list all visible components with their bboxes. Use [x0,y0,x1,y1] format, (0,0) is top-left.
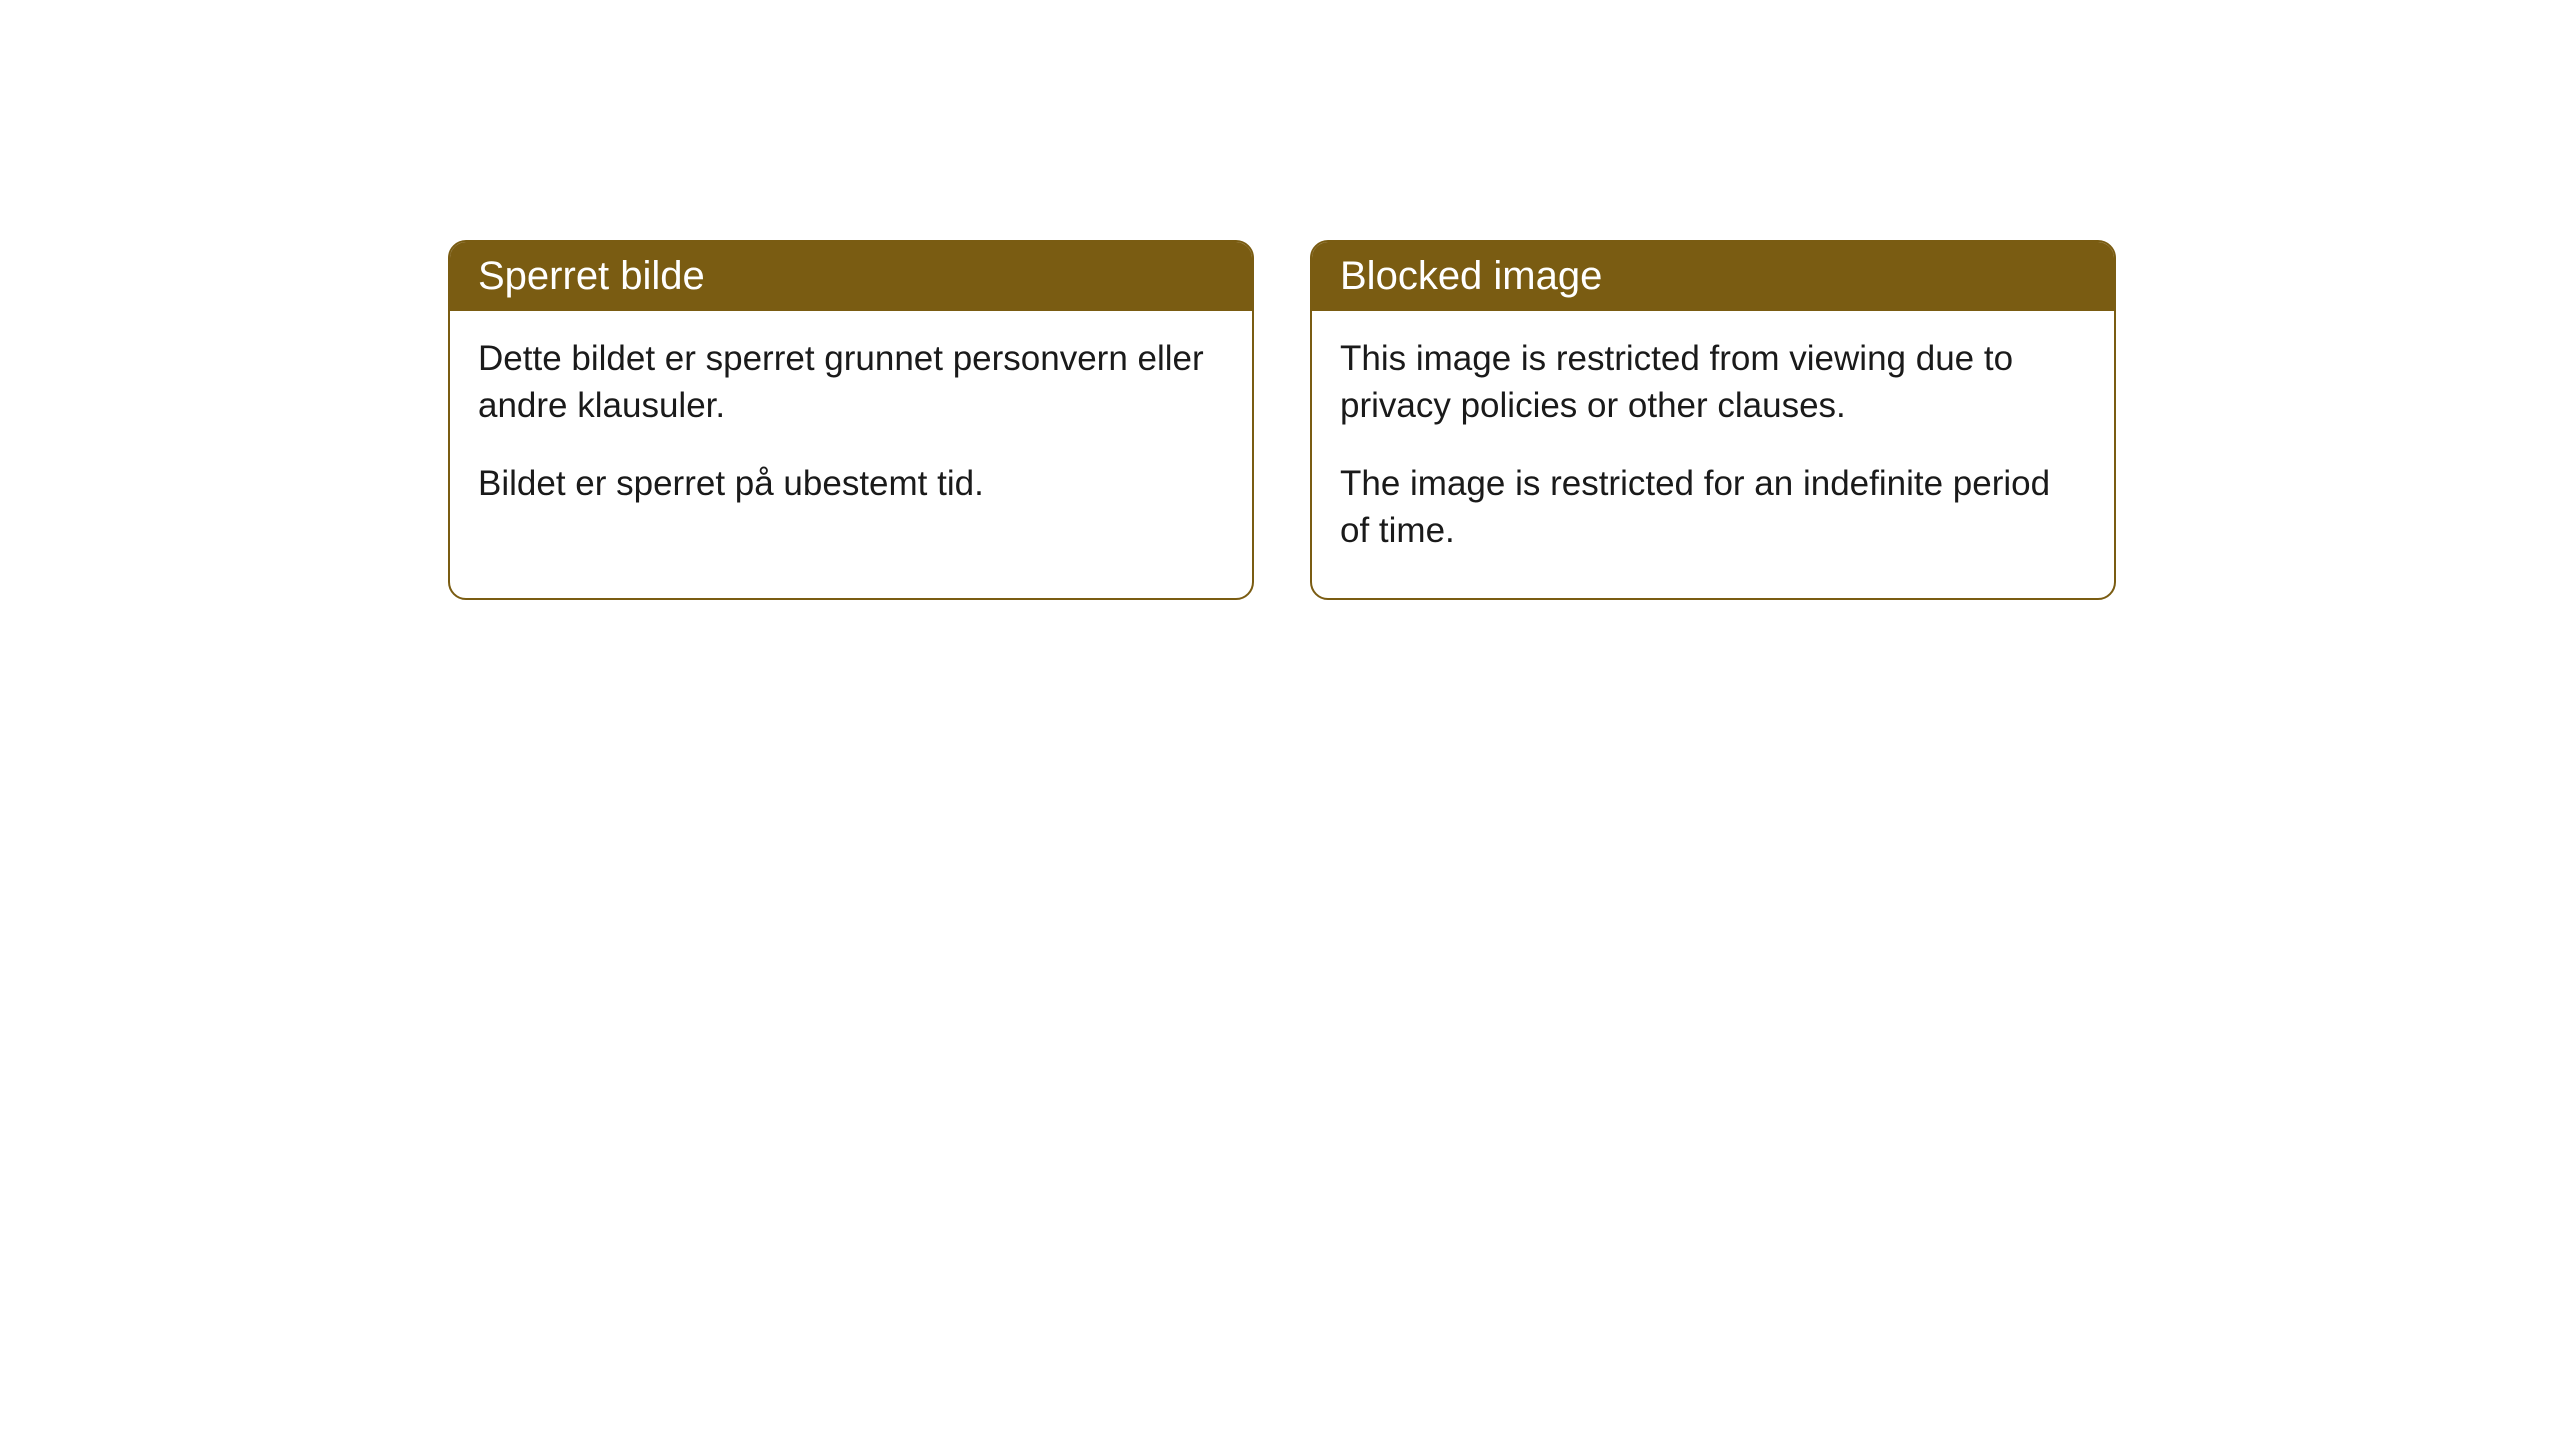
card-header-norwegian: Sperret bilde [450,242,1252,311]
card-norwegian: Sperret bilde Dette bildet er sperret gr… [448,240,1254,600]
card-paragraph-norwegian-2: Bildet er sperret på ubestemt tid. [478,460,1224,507]
card-paragraph-english-2: The image is restricted for an indefinit… [1340,460,2086,555]
card-title-english: Blocked image [1340,254,1602,298]
cards-container: Sperret bilde Dette bildet er sperret gr… [448,240,2560,600]
card-header-english: Blocked image [1312,242,2114,311]
card-title-norwegian: Sperret bilde [478,254,705,298]
card-body-english: This image is restricted from viewing du… [1312,311,2114,598]
card-paragraph-norwegian-1: Dette bildet er sperret grunnet personve… [478,335,1224,430]
card-english: Blocked image This image is restricted f… [1310,240,2116,600]
card-body-norwegian: Dette bildet er sperret grunnet personve… [450,311,1252,551]
card-paragraph-english-1: This image is restricted from viewing du… [1340,335,2086,430]
